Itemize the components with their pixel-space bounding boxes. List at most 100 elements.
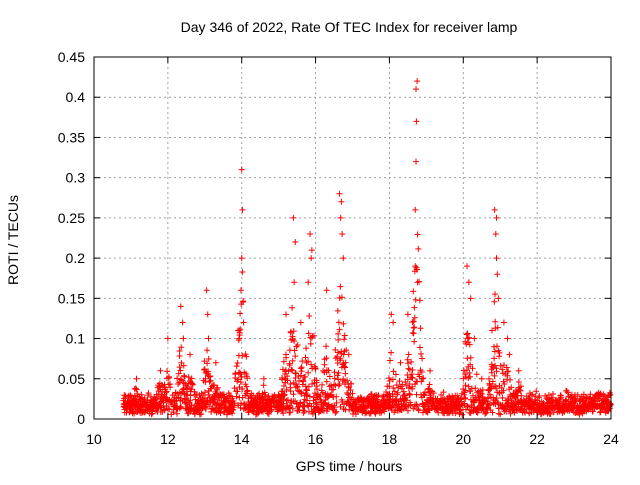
data-point — [493, 385, 500, 392]
data-point — [414, 279, 421, 286]
data-point — [342, 364, 349, 371]
data-point — [495, 410, 502, 417]
data-point — [607, 391, 614, 398]
data-point — [282, 351, 289, 358]
data-point — [333, 399, 340, 406]
data-point — [239, 299, 246, 306]
data-point — [416, 297, 423, 304]
data-point — [208, 408, 215, 415]
data-point — [334, 307, 341, 314]
data-point — [409, 319, 416, 326]
data-point — [314, 386, 321, 393]
data-point — [488, 383, 495, 390]
data-point — [492, 318, 499, 325]
data-point — [462, 371, 469, 378]
data-point — [177, 303, 184, 310]
data-point — [485, 402, 492, 409]
data-point — [206, 403, 213, 410]
data-point — [493, 368, 500, 375]
data-point — [410, 324, 417, 331]
data-point — [461, 401, 468, 408]
data-point — [412, 263, 419, 270]
data-point — [405, 384, 412, 391]
y-tick-label: 0.1 — [66, 331, 86, 347]
data-point — [491, 372, 498, 379]
data-point — [309, 333, 316, 340]
data-points-layer — [120, 78, 614, 418]
data-point — [306, 393, 313, 400]
data-point — [337, 283, 344, 290]
data-point — [262, 391, 269, 398]
data-point — [465, 334, 472, 341]
data-point — [236, 335, 243, 342]
data-point — [297, 319, 304, 326]
data-point — [243, 383, 250, 390]
data-point — [321, 361, 328, 368]
data-point — [280, 396, 287, 403]
data-point — [470, 407, 477, 414]
data-point — [235, 376, 242, 383]
data-point — [492, 362, 499, 369]
data-point — [292, 370, 299, 377]
data-point — [417, 344, 424, 351]
data-point — [201, 404, 208, 411]
data-point — [438, 391, 445, 398]
data-point — [295, 378, 302, 385]
data-point — [336, 326, 343, 333]
data-point — [279, 374, 286, 381]
data-point — [433, 405, 440, 412]
data-point — [198, 410, 205, 417]
data-point — [405, 351, 412, 358]
data-point — [236, 332, 243, 339]
data-point — [460, 386, 467, 393]
data-point — [418, 350, 425, 357]
ticks-layer — [93, 56, 612, 420]
grid-layer — [94, 57, 611, 419]
data-point — [323, 355, 330, 362]
data-point — [413, 158, 420, 165]
y-tick-label: 0.05 — [58, 371, 85, 387]
data-point — [325, 367, 332, 374]
data-point — [409, 385, 416, 392]
data-point — [132, 385, 139, 392]
data-point — [298, 368, 305, 375]
data-point — [467, 354, 474, 361]
data-point — [345, 391, 352, 398]
data-point — [505, 368, 512, 375]
data-point — [493, 395, 500, 402]
data-point — [306, 313, 313, 320]
data-point — [230, 404, 237, 411]
data-point — [477, 390, 484, 397]
data-point — [177, 367, 184, 374]
data-point — [378, 409, 385, 416]
data-point — [303, 345, 310, 352]
data-point — [294, 341, 301, 348]
data-point — [412, 206, 419, 213]
data-point — [466, 369, 473, 376]
data-point — [176, 347, 183, 354]
y-tick-label: 0.15 — [58, 290, 85, 306]
data-point — [349, 390, 356, 397]
data-point — [409, 366, 416, 373]
data-point — [287, 328, 294, 335]
data-point — [260, 375, 267, 382]
data-point — [504, 368, 511, 375]
data-point — [411, 314, 418, 321]
data-point — [281, 391, 288, 398]
data-point — [486, 401, 493, 408]
data-point — [174, 410, 181, 417]
data-point — [499, 394, 506, 401]
data-point — [469, 365, 476, 372]
data-point — [272, 394, 279, 401]
data-point — [188, 386, 195, 393]
data-point — [517, 383, 524, 390]
data-point — [504, 335, 511, 342]
data-point — [515, 367, 522, 374]
data-point — [286, 362, 293, 369]
data-point — [237, 379, 244, 386]
data-point — [134, 390, 141, 397]
data-point — [489, 409, 496, 416]
data-point — [491, 206, 498, 213]
data-point — [413, 86, 420, 93]
data-point — [239, 268, 246, 275]
